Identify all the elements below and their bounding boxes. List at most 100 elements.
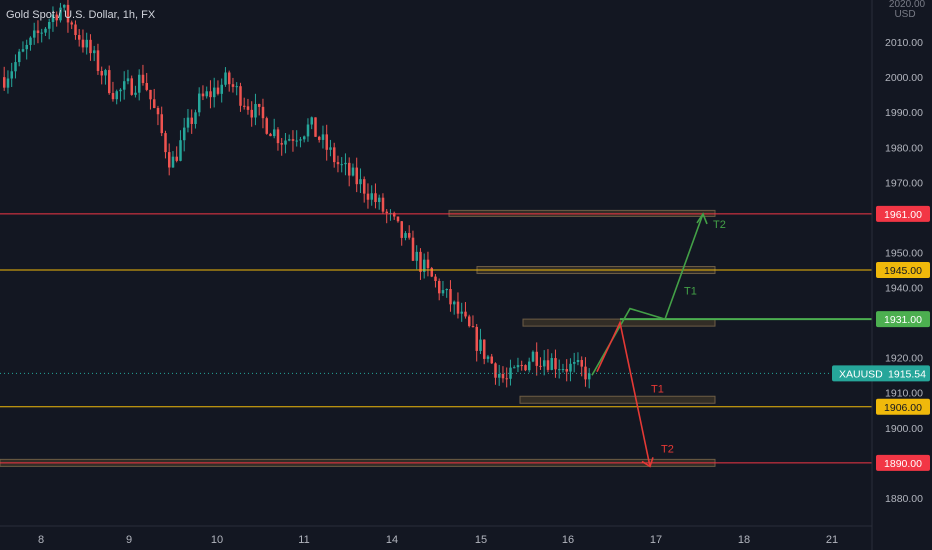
candle-body — [29, 37, 32, 45]
candle-body — [438, 280, 441, 294]
candle-body — [171, 156, 175, 168]
candle-body — [396, 216, 400, 222]
candle-body — [14, 62, 17, 72]
candle-body — [18, 51, 21, 63]
candle-body — [318, 136, 321, 140]
candle-body — [55, 14, 58, 21]
candle-body — [419, 251, 422, 272]
candle-body — [359, 179, 362, 185]
target-label: T2 — [713, 219, 726, 231]
candle-body — [168, 152, 171, 168]
candle-body — [33, 30, 36, 38]
candle-body — [254, 104, 257, 118]
candle-body — [183, 127, 186, 141]
candle-body — [265, 118, 268, 134]
candle-body — [216, 87, 220, 94]
candle-body — [348, 162, 351, 176]
candle-body — [269, 133, 272, 137]
candle-body — [355, 167, 358, 185]
candle-body — [48, 22, 51, 29]
level-price-tag — [876, 262, 930, 279]
candle-body — [561, 369, 565, 371]
time-tick-label: 14 — [386, 534, 398, 546]
candle-body — [70, 22, 73, 25]
candle-body — [479, 339, 482, 351]
candle-body — [385, 211, 388, 214]
time-tick-label: 21 — [826, 534, 838, 546]
price-tick-label: 1970.00 — [885, 177, 923, 189]
candle-body — [486, 356, 490, 359]
candle-body — [423, 259, 426, 272]
candle-body — [224, 72, 227, 85]
price-tick-label: 1900.00 — [885, 423, 923, 435]
candle-body — [490, 356, 493, 364]
candle-body — [449, 288, 452, 305]
candle-body — [261, 106, 265, 119]
target-label: T2 — [661, 443, 674, 455]
price-tick-label: 1950.00 — [885, 247, 923, 259]
candles-layer — [3, 0, 591, 389]
candle-body — [445, 288, 448, 291]
candle-body — [524, 365, 527, 371]
time-tick-label: 15 — [475, 534, 487, 546]
candle-body — [411, 237, 415, 261]
candle-body — [235, 86, 238, 88]
candle-body — [374, 193, 377, 203]
candle-body — [441, 290, 445, 294]
candle-body — [130, 78, 133, 95]
candle-body — [85, 39, 88, 48]
projection-arrows: T1 T2 T1 T2 — [591, 212, 726, 468]
price-axis-top-label: 2020.00 — [889, 0, 926, 10]
candle-body — [528, 361, 531, 371]
candle-body — [306, 124, 310, 137]
candle-body — [10, 71, 13, 79]
candle-body — [81, 39, 85, 48]
candle-body — [153, 99, 156, 108]
candle-body — [336, 162, 340, 165]
candle-body — [370, 193, 373, 200]
supply-demand-zone[interactable] — [519, 395, 716, 404]
target-label: T1 — [651, 384, 664, 396]
candle-body — [456, 301, 460, 314]
candle-body — [453, 301, 456, 305]
candle-body — [404, 233, 407, 238]
candle-body — [164, 133, 167, 153]
candle-body — [588, 373, 591, 380]
current-symbol: XAUUSD — [839, 368, 883, 380]
price-tick-label: 1990.00 — [885, 107, 923, 119]
candle-body — [558, 369, 561, 371]
price-tick-label: 2010.00 — [885, 37, 923, 49]
candle-body — [325, 134, 328, 150]
level-price-label: 1890.00 — [884, 458, 922, 470]
candle-body — [246, 106, 250, 110]
time-axis[interactable]: 8 9 10 11 14 15 16 17 18 21 — [38, 534, 838, 546]
price-tick-label: 1910.00 — [885, 388, 923, 400]
candle-body — [258, 104, 261, 107]
supply-demand-zone[interactable] — [448, 209, 716, 217]
candle-body — [340, 164, 343, 166]
candle-body — [59, 7, 62, 21]
time-tick-label: 17 — [650, 534, 662, 546]
time-tick-label: 16 — [562, 534, 574, 546]
candle-body — [3, 77, 6, 88]
candle-body — [498, 373, 501, 378]
candle-body — [475, 326, 478, 351]
candle-body — [284, 140, 287, 145]
candle-body — [299, 139, 302, 141]
candle-body — [426, 259, 430, 269]
candle-body — [104, 70, 107, 76]
candle-body — [468, 316, 471, 327]
time-tick-label: 10 — [211, 534, 223, 546]
price-axis[interactable]: 2010.00 2000.00 1990.00 1980.00 1970.00 1950.… — [885, 37, 923, 505]
price-tick-label: 1980.00 — [885, 142, 923, 154]
level-price-label: 1906.00 — [884, 402, 922, 414]
candle-body — [179, 140, 182, 161]
candle-body — [314, 117, 317, 137]
candle-body — [471, 326, 475, 328]
candle-body — [546, 360, 550, 370]
candle-body — [501, 373, 505, 379]
candle-body — [550, 358, 553, 370]
candle-body — [201, 93, 205, 97]
